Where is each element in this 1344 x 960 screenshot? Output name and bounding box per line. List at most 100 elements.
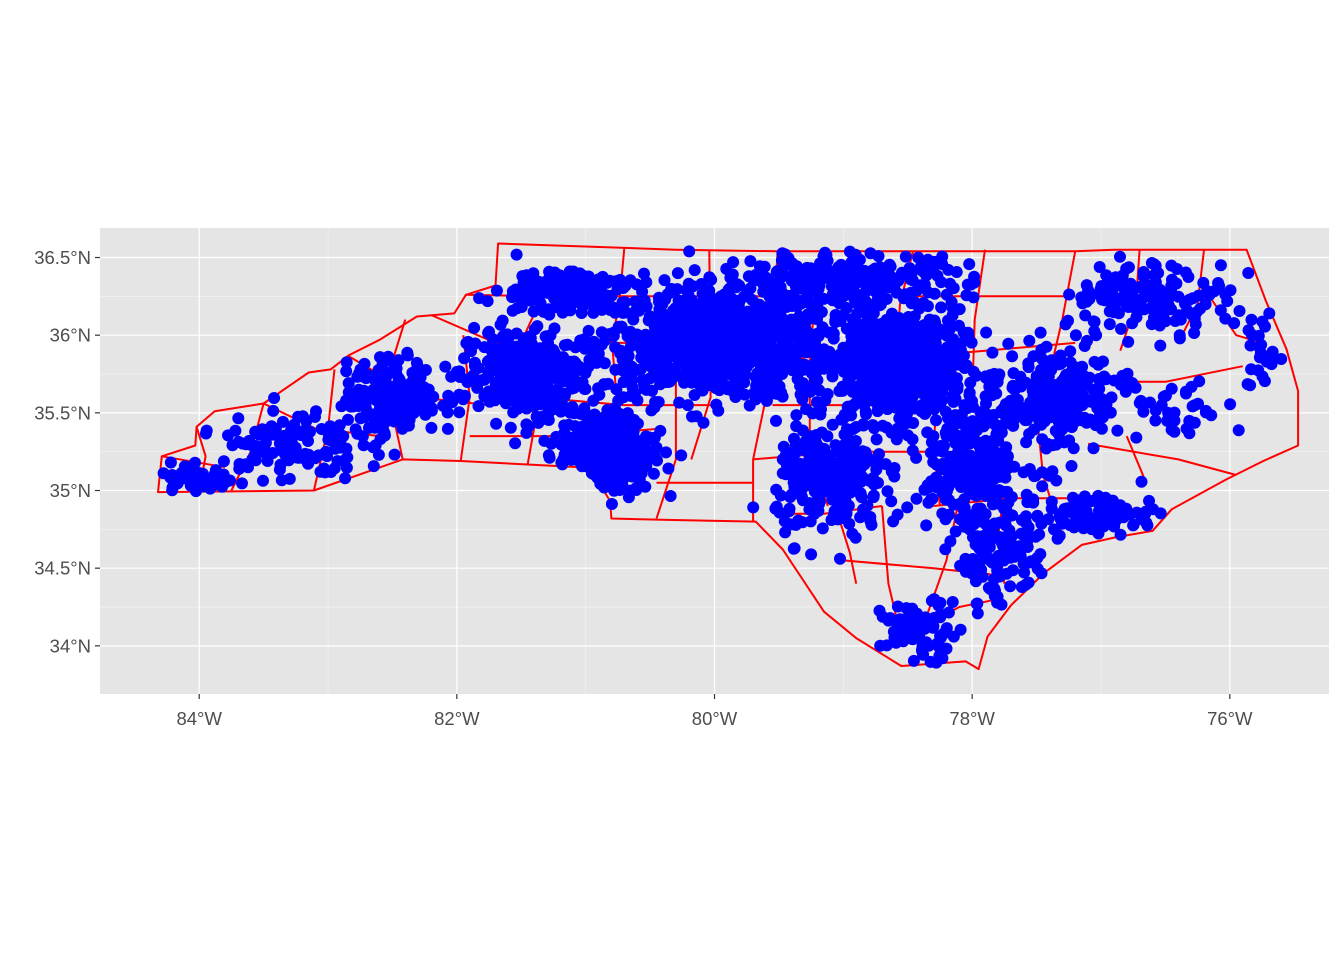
location-point (540, 394, 553, 407)
location-point (827, 327, 839, 340)
location-point (605, 411, 618, 424)
location-point (1114, 528, 1127, 541)
location-point (712, 404, 725, 417)
location-point (1127, 519, 1140, 532)
location-point (886, 307, 898, 320)
location-point (735, 338, 748, 351)
location-point (758, 309, 771, 322)
location-point (511, 352, 524, 365)
location-point (490, 417, 503, 430)
location-point (846, 313, 859, 325)
location-point (624, 274, 637, 287)
location-point (367, 441, 380, 454)
location-point (166, 484, 179, 497)
location-point (921, 426, 934, 439)
location-point (867, 472, 879, 485)
location-point (905, 297, 918, 310)
location-point (965, 567, 978, 580)
location-point (1067, 442, 1080, 455)
location-point (582, 460, 595, 473)
location-point (647, 467, 660, 480)
location-point (1253, 341, 1266, 354)
location-point (596, 477, 609, 490)
location-point (1258, 375, 1271, 388)
location-point (828, 286, 841, 298)
location-point (844, 486, 857, 499)
location-point (229, 424, 242, 437)
location-point (1103, 305, 1116, 318)
location-point (643, 431, 656, 444)
location-point (749, 297, 762, 310)
location-point (1260, 355, 1273, 368)
location-point (729, 391, 742, 403)
location-point (791, 367, 804, 380)
location-point (1145, 318, 1158, 331)
location-point (671, 267, 684, 280)
location-point (1129, 300, 1142, 313)
location-point (919, 611, 932, 624)
location-point (935, 301, 948, 314)
location-point (1263, 307, 1276, 320)
location-point (565, 435, 578, 448)
location-point (296, 410, 309, 423)
location-point (968, 270, 981, 283)
location-point (940, 288, 953, 301)
location-point (1245, 328, 1258, 341)
location-point (542, 449, 555, 462)
y-tick-label: 34.5°N (34, 558, 91, 579)
location-point (991, 564, 1004, 577)
location-point (1130, 506, 1143, 519)
location-point (577, 290, 590, 303)
location-point (569, 374, 582, 387)
location-point (950, 382, 963, 395)
location-point (283, 472, 296, 485)
location-point (916, 645, 929, 657)
location-point (279, 448, 292, 461)
location-point (864, 282, 877, 295)
location-point (860, 301, 872, 314)
location-point (283, 433, 295, 445)
location-point (943, 316, 956, 329)
location-point (510, 248, 523, 261)
location-point (939, 346, 951, 359)
location-point (595, 419, 607, 432)
location-point (602, 377, 615, 390)
location-point (403, 383, 415, 396)
location-point (296, 425, 309, 438)
location-point (668, 362, 681, 375)
location-point (979, 370, 992, 383)
location-point (396, 416, 409, 429)
location-point (553, 352, 566, 365)
location-point (567, 265, 580, 278)
location-point (538, 377, 551, 390)
location-point (866, 419, 879, 432)
x-tick-label: 84°W (176, 708, 222, 729)
y-tick-label: 34°N (50, 635, 91, 656)
location-point (1050, 438, 1063, 451)
location-point (520, 426, 533, 439)
location-point (721, 380, 734, 393)
location-point (325, 434, 338, 447)
location-point (1168, 406, 1181, 419)
axes: 84°W 82°W 80°W 78°W 76°W 34°N 34.5°N 35°N 35.5°N… (34, 247, 1253, 729)
location-point (600, 461, 612, 474)
location-point (847, 324, 860, 337)
location-point (1104, 406, 1117, 419)
location-point (490, 284, 503, 297)
location-point (627, 308, 639, 321)
location-point (1040, 340, 1053, 353)
location-point (807, 360, 820, 373)
location-point (682, 277, 695, 290)
location-point (925, 436, 938, 449)
location-point (987, 466, 1000, 479)
location-point (321, 450, 333, 463)
location-point (318, 462, 330, 475)
location-point (527, 305, 540, 318)
location-point (857, 418, 870, 431)
location-point (614, 449, 627, 462)
location-point (758, 260, 771, 273)
location-point (770, 483, 783, 496)
location-point (1149, 414, 1162, 427)
location-point (846, 400, 859, 413)
